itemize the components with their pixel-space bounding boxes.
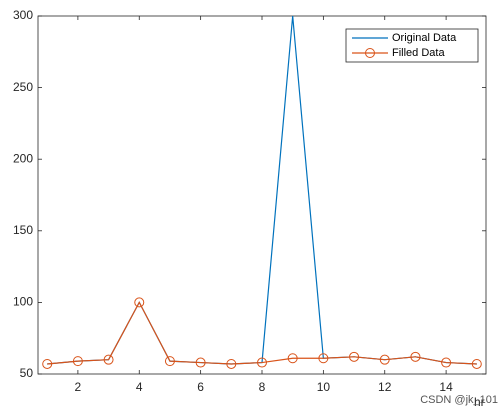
legend-label: Filled Data <box>392 47 445 59</box>
x-tick-label: 6 <box>197 380 204 394</box>
x-tick-label: 2 <box>75 380 82 394</box>
legend-marker <box>365 48 375 58</box>
y-tick-label: 150 <box>13 223 33 237</box>
x-tick-label: 4 <box>136 380 143 394</box>
data-point <box>164 356 175 367</box>
data-point <box>441 357 452 368</box>
data-point <box>72 356 83 367</box>
data-point <box>318 353 329 364</box>
y-tick-label: 250 <box>13 80 33 94</box>
y-tick-label: 50 <box>20 366 34 380</box>
x-tick-label: 14 <box>439 380 453 394</box>
x-tick-label: 10 <box>317 380 331 394</box>
y-tick-label: 100 <box>13 295 33 309</box>
data-point <box>103 354 114 365</box>
data-point <box>410 351 421 362</box>
data-point <box>287 353 298 364</box>
x-axis-label: hr <box>474 395 485 409</box>
legend-label: Original Data <box>392 32 457 44</box>
x-tick-label: 8 <box>259 380 266 394</box>
plot-area <box>37 15 487 375</box>
data-point <box>42 358 53 369</box>
series-line <box>47 301 477 365</box>
watermark: CSDN @jk_101 <box>420 394 498 406</box>
legend: Original Data Filled Data <box>345 28 479 63</box>
y-tick-label: 300 <box>13 8 33 22</box>
data-point <box>195 357 206 368</box>
x-tick-label: 12 <box>378 380 392 394</box>
data-point <box>226 358 237 369</box>
data-point <box>379 354 390 365</box>
data-point <box>349 351 360 362</box>
data-point <box>257 357 267 368</box>
data-point <box>134 297 145 308</box>
data-point <box>471 358 482 369</box>
legend-box <box>345 28 479 63</box>
y-tick-label: 200 <box>13 151 33 165</box>
